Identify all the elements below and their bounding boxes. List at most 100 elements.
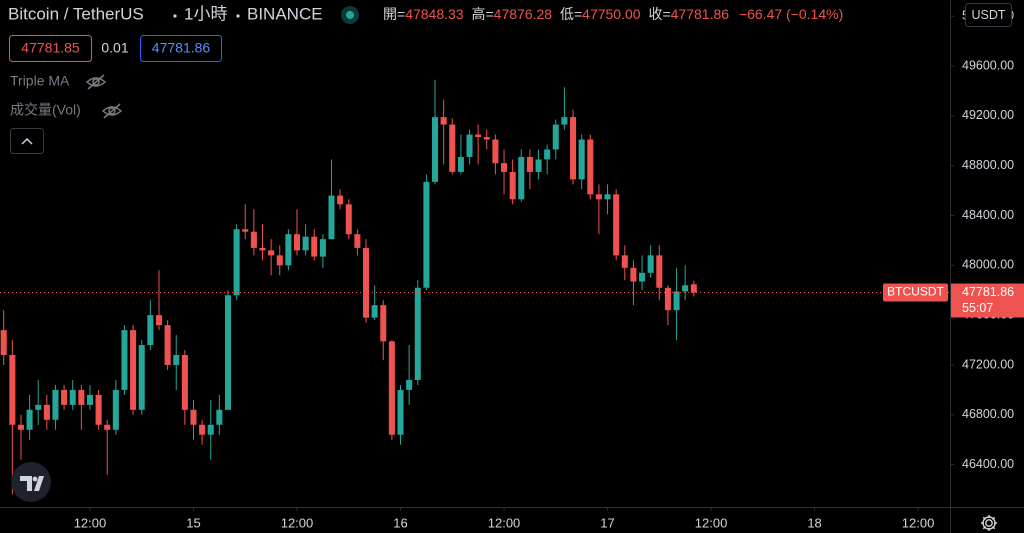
candle-body	[604, 194, 611, 200]
separator	[173, 14, 177, 18]
candle-body	[690, 284, 697, 293]
hide-icon[interactable]	[101, 103, 123, 119]
candle-body	[647, 255, 654, 273]
candle-body	[492, 139, 499, 164]
x-tick-label: 17	[600, 515, 614, 530]
candle-body	[0, 330, 7, 356]
candle-body	[345, 204, 352, 235]
ask-button[interactable]	[140, 35, 222, 62]
candle-body	[112, 389, 119, 430]
candle-body	[216, 409, 223, 425]
x-tick-label: 18	[807, 515, 821, 530]
candle-body	[587, 139, 594, 195]
y-tick-label: 46800.00	[962, 407, 1014, 421]
candle-body	[449, 124, 456, 172]
separator	[236, 14, 240, 18]
x-tick-label: 16	[393, 515, 407, 530]
candle-body	[276, 255, 283, 266]
ohlc-value: 47781.86	[671, 6, 730, 22]
indicator-name[interactable]: 成交量(Vol)	[10, 102, 81, 118]
x-tick-label: 15	[186, 515, 200, 530]
candle-body	[673, 291, 680, 311]
candle-body	[406, 379, 413, 390]
candle-body	[155, 315, 162, 326]
y-tick-label: 47200.00	[962, 357, 1014, 371]
candle-body	[501, 163, 508, 172]
candle-body	[526, 156, 533, 172]
change: −66.47 (−0.14%)	[739, 6, 843, 22]
ohlc-label: 高=	[471, 6, 493, 22]
candle-body	[423, 181, 430, 288]
currency-label: USDT	[971, 8, 1005, 22]
logo[interactable]	[11, 462, 51, 502]
candle-body	[595, 194, 602, 200]
candle-body	[293, 234, 301, 251]
ohlc: 開=47848.33 高=47876.28 低=47750.00 收=47781…	[383, 6, 843, 22]
candle-body	[475, 134, 482, 138]
candle-body	[328, 195, 335, 240]
candle-body	[224, 295, 232, 410]
ohlc-value: 47750.00	[582, 6, 641, 22]
candle-body	[466, 134, 473, 157]
ohlc-label: 開=	[383, 6, 405, 22]
settings-icon[interactable]	[981, 515, 997, 531]
y-tick-label: 48400.00	[962, 208, 1014, 222]
hide-icon[interactable]	[85, 74, 107, 90]
candle-body	[664, 287, 671, 311]
ohlc-value: 47848.33	[405, 6, 464, 22]
time-axis: 12:00 15 12:00 16 12:00 17 12:00 18 12:00	[74, 507, 934, 530]
ohlc-label: 收=	[648, 6, 670, 22]
candle-body	[380, 305, 387, 342]
candle-body	[207, 424, 214, 435]
indicator-name[interactable]: Triple MA	[10, 73, 70, 89]
candle-body	[173, 355, 180, 365]
bid-price: 47781.85	[21, 40, 80, 56]
candle-body	[397, 389, 404, 435]
ohlc-label: 低=	[560, 6, 582, 22]
candle-body	[86, 394, 93, 405]
y-tick-label: 46400.00	[962, 457, 1014, 471]
candle-body	[509, 171, 516, 200]
candle-body	[337, 195, 344, 205]
x-tick-label: 12:00	[74, 515, 107, 530]
candle-body	[147, 315, 154, 346]
candle-body	[431, 117, 439, 182]
candle-body	[250, 231, 257, 248]
candle-body	[78, 389, 85, 405]
x-tick-label: 12:00	[695, 515, 728, 530]
price-label: 47781.86	[962, 285, 1014, 299]
candle-body	[43, 404, 50, 420]
candle-body	[613, 194, 620, 256]
candle-body	[164, 325, 171, 365]
candle-body	[268, 250, 275, 256]
y-tick-label: 49600.00	[962, 58, 1014, 72]
countdown-label: 55:07	[962, 301, 993, 315]
y-tick-label: 49200.00	[962, 108, 1014, 122]
candle-body	[621, 255, 628, 268]
bid-button[interactable]	[9, 35, 92, 62]
collapse-button[interactable]	[10, 128, 44, 154]
candle-body	[414, 287, 421, 380]
candle-body	[319, 239, 326, 257]
candle-body	[552, 124, 559, 150]
candle-body	[570, 117, 577, 180]
candle-body	[544, 149, 551, 160]
candle-body	[371, 305, 378, 318]
candle-body	[138, 345, 145, 410]
candle-body	[35, 404, 42, 410]
chevron-icon	[21, 137, 33, 145]
candle-body	[311, 236, 318, 257]
candle-body	[61, 389, 68, 405]
candle-body	[199, 424, 206, 435]
candle-body	[656, 255, 663, 288]
currency-button[interactable]	[965, 3, 1012, 27]
market-status-dot	[346, 11, 354, 19]
candle-body	[354, 234, 361, 248]
symbol-label-box	[883, 283, 948, 302]
candle-body	[483, 137, 490, 140]
x-tick-label: 12:00	[281, 515, 314, 530]
exchange: BINANCE	[247, 4, 323, 23]
